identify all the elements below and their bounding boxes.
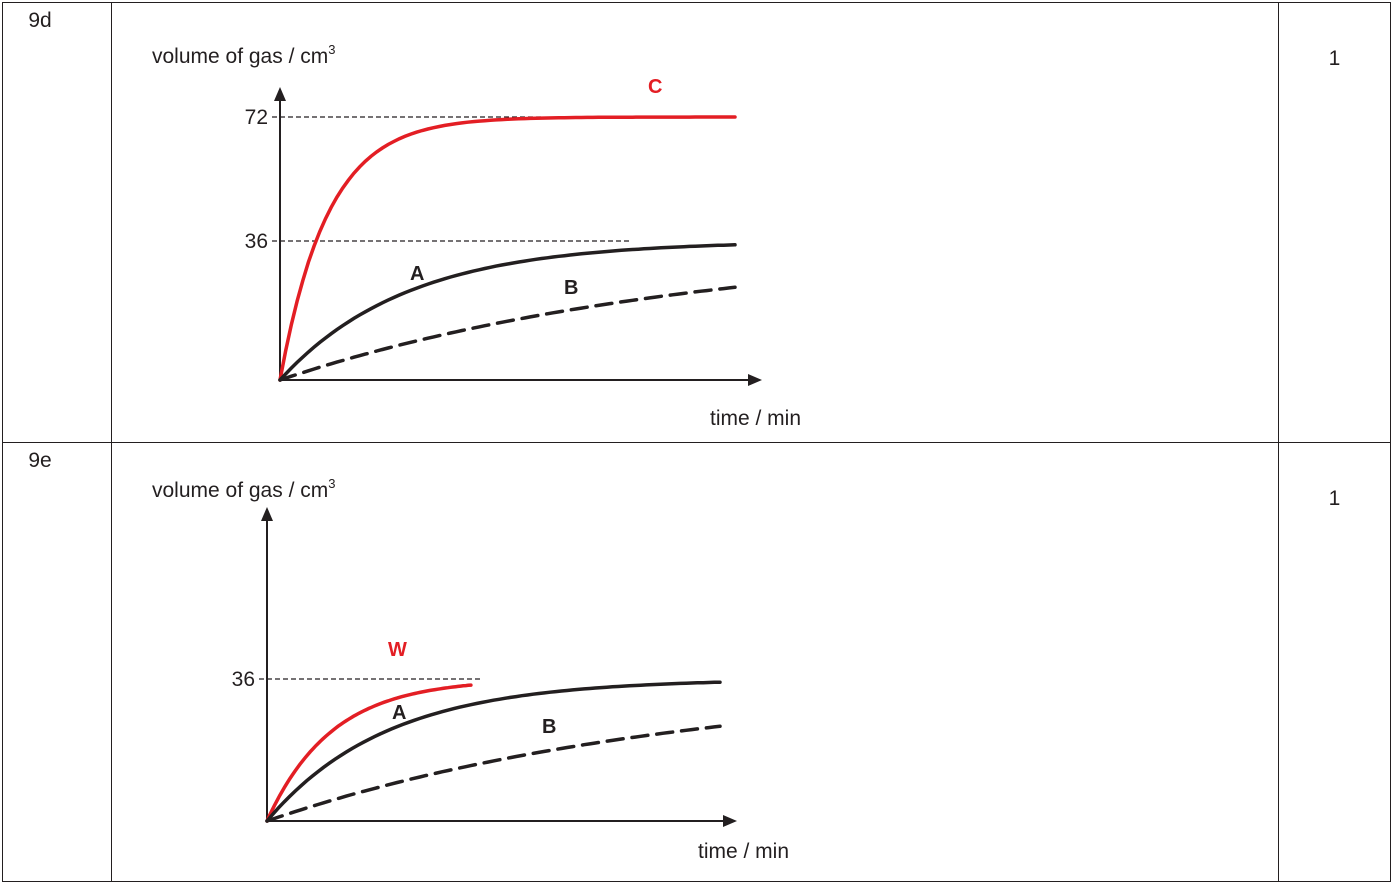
chart-marks: 36 W A B (232, 507, 737, 827)
series-line-b (265, 724, 722, 823)
series-label-a: A (410, 263, 424, 285)
mark-cell: 1 (1278, 442, 1391, 882)
question-cell: 9d (2, 2, 112, 443)
table-row: 9e volume of gas / cm3 time / min 36 W A B … (2, 442, 1391, 882)
x-axis-label: time / min (698, 840, 789, 863)
series-line-w (265, 683, 473, 823)
series-label-a: A (392, 702, 406, 724)
x-axis-label: time / min (710, 407, 801, 430)
y-axis-label: volume of gas / cm3 (152, 476, 335, 502)
mark-value: 1 (1328, 487, 1341, 510)
series-line-c (278, 115, 737, 382)
question-cell: 9e (2, 442, 112, 882)
series-line-b (278, 285, 737, 382)
series-label-w: W (388, 639, 407, 661)
y-tick-label: 36 (245, 230, 268, 253)
graph-cell: volume of gas / cm3 time / min 36 W A B (111, 442, 1279, 882)
table-row: 9d volume of gas / cm3 time / min 72 36 C A… (2, 2, 1391, 443)
mark-cell: 1 (1278, 2, 1391, 443)
x-axis-arrow (748, 374, 762, 386)
y-tick-label: 36 (232, 668, 255, 691)
graph-cell: volume of gas / cm3 time / min 72 36 C A B (111, 2, 1279, 443)
y-axis-label: volume of gas / cm3 (152, 42, 335, 68)
series-label-c: C (648, 76, 662, 98)
question-number: 9d (28, 9, 52, 32)
mark-value: 1 (1328, 47, 1341, 70)
x-axis-arrow (723, 815, 737, 827)
y-axis-arrow (261, 507, 273, 521)
chart-marks: 72 36 C A B (245, 76, 762, 386)
series-label-b: B (564, 277, 578, 299)
graph-9d: volume of gas / cm3 time / min 72 36 C A B (152, 42, 801, 430)
series-line-a (278, 243, 737, 382)
graph-9e: volume of gas / cm3 time / min 36 W A B (152, 476, 789, 863)
series-line-a (265, 680, 722, 823)
y-axis-arrow (274, 87, 286, 101)
series-label-b: B (542, 716, 556, 738)
y-tick-label: 72 (245, 106, 268, 129)
question-number: 9e (28, 449, 52, 472)
